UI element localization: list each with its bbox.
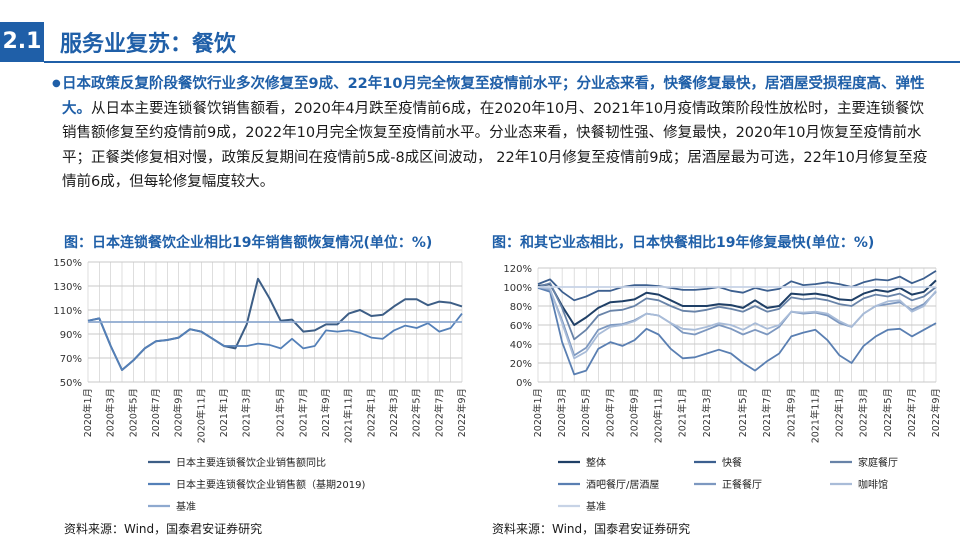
y-tick-label: 150% <box>53 258 82 269</box>
x-tick-label: 2020年5月 <box>127 388 139 437</box>
page-title: 服务业复苏：餐饮 <box>60 32 237 57</box>
x-tick-label: 2020年9月 <box>173 388 185 437</box>
right-source-note: 资料来源：Wind，国泰君安证券研究 <box>492 522 691 536</box>
legend-label: 家庭餐厅 <box>858 456 898 469</box>
series-line-1-5 <box>537 286 937 360</box>
x-tick-label: 2020年3月 <box>105 388 117 437</box>
legend-label: 咖啡馆 <box>858 478 888 491</box>
section-number-badge: 2.1 <box>0 22 44 62</box>
x-tick-label: 2022年9月 <box>930 388 942 437</box>
x-tick-label: 2021年3月 <box>701 388 713 437</box>
legend-label: 正餐餐厅 <box>722 478 762 491</box>
x-tick-label: 2020年5月 <box>580 388 592 437</box>
x-tick-label: 2022年1月 <box>365 388 377 437</box>
legend-label: 基准 <box>176 500 196 513</box>
x-tick-label: 2022年1月 <box>834 388 846 437</box>
x-tick-label: 2020年9月 <box>628 388 640 437</box>
x-tick-label: 2021年1月 <box>218 388 230 437</box>
x-tick-label: 2020年3月 <box>556 388 568 437</box>
x-tick-label: 2021年11月 <box>343 388 355 443</box>
y-tick-label: 80% <box>510 302 532 313</box>
x-tick-label: 2021年11月 <box>809 388 821 443</box>
x-tick-label: 2021年7月 <box>297 388 309 437</box>
x-tick-label: 2022年7月 <box>906 388 918 437</box>
series-line-1-4 <box>537 286 937 357</box>
header: 2.1 服务业复苏：餐饮 <box>0 0 960 63</box>
series-line-0-1 <box>87 313 463 371</box>
y-tick-label: 100% <box>503 283 532 294</box>
legend-label: 日本主要连锁餐饮企业销售额同比 <box>176 456 326 469</box>
series-line-1-2 <box>537 282 937 341</box>
legend-label: 快餐 <box>722 456 742 469</box>
x-tick-label: 2022年5月 <box>411 388 423 437</box>
x-tick-label: 2020年11月 <box>653 388 665 443</box>
series-line-1-1 <box>537 270 937 302</box>
x-tick-label: 2021年9月 <box>320 388 332 437</box>
legend-label: 整体 <box>586 456 606 469</box>
x-tick-label: 2021年1月 <box>677 388 689 437</box>
series-line-1-0 <box>537 279 937 326</box>
y-tick-label: 60% <box>510 321 532 332</box>
bullet-icon: ● <box>52 78 61 89</box>
y-tick-label: 40% <box>510 340 532 351</box>
x-tick-label: 2021年5月 <box>737 388 749 437</box>
x-tick-label: 2020年7月 <box>604 388 616 437</box>
x-tick-label: 2021年3月 <box>241 388 253 437</box>
legend-label: 酒吧餐厅/居酒屋 <box>586 478 659 491</box>
x-tick-label: 2022年5月 <box>882 388 894 437</box>
y-tick-label: 90% <box>60 330 82 341</box>
y-tick-label: 110% <box>53 306 82 317</box>
x-tick-label: 2021年5月 <box>275 388 287 437</box>
right-chart-title: 图：和其它业态相比，日本快餐相比19年修复最快(单位：%) <box>492 235 875 251</box>
x-tick-label: 2020年1月 <box>532 388 544 437</box>
series-line-0-0 <box>87 277 463 371</box>
x-tick-label: 2021年7月 <box>761 388 773 437</box>
y-tick-label: 130% <box>53 282 82 293</box>
y-tick-label: 70% <box>60 354 82 365</box>
x-tick-label: 2020年1月 <box>82 388 94 437</box>
x-tick-label: 2022年7月 <box>433 388 445 437</box>
y-tick-label: 20% <box>510 359 532 370</box>
series-line-1-3 <box>537 287 937 376</box>
x-tick-label: 2020年11月 <box>195 388 207 443</box>
y-tick-label: 0% <box>516 378 532 389</box>
x-tick-label: 2022年3月 <box>858 388 870 437</box>
summary-text: 从日本主要连锁餐饮销售额看，2020年4月跌至疫情前6成，在2020年10月、2… <box>62 100 928 191</box>
legend-label: 基准 <box>586 500 606 513</box>
left-source-note: 资料来源：Wind，国泰君安证券研究 <box>64 522 263 536</box>
legend-label: 日本主要连锁餐饮企业销售额（基期2019) <box>176 478 365 491</box>
summary-paragraph: ● 日本政策反复阶段餐饮行业多次修复至9成、22年10月完全恢复至疫情前水平；分… <box>52 72 932 195</box>
x-tick-label: 2020年7月 <box>150 388 162 437</box>
y-tick-label: 120% <box>503 264 532 275</box>
y-tick-label: 50% <box>60 378 82 389</box>
x-tick-label: 2022年9月 <box>456 388 468 437</box>
x-tick-label: 2022年3月 <box>388 388 400 437</box>
left-chart-title: 图：日本连锁餐饮企业相比19年销售额恢复情况(单位：%) <box>64 235 433 251</box>
summary-bold: 日本政策反复阶段餐饮行业多次修复至9成、22年10月完全恢复至疫情前水平；分业态… <box>62 76 925 117</box>
x-tick-label: 2021年9月 <box>785 388 797 437</box>
header-divider <box>44 61 960 63</box>
